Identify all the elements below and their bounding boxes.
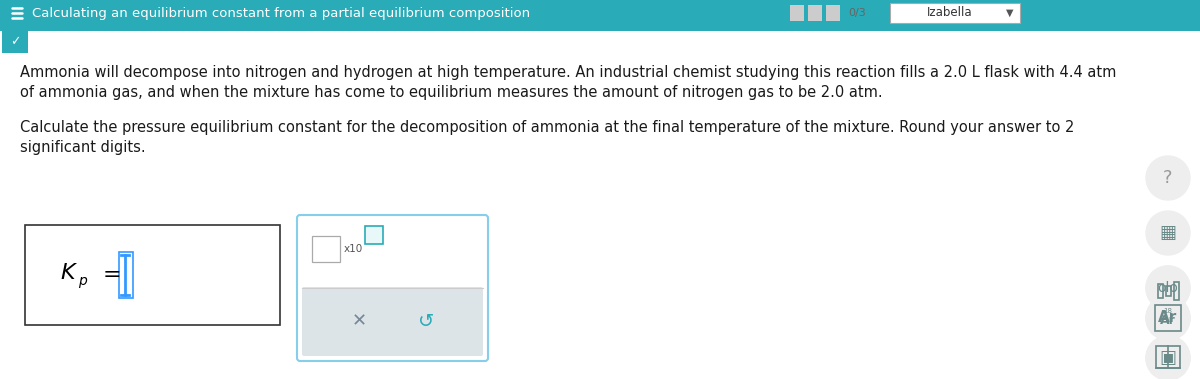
FancyBboxPatch shape (790, 5, 804, 21)
FancyBboxPatch shape (826, 5, 840, 21)
Text: $K$: $K$ (60, 263, 78, 283)
Text: Ar: Ar (1160, 313, 1176, 326)
Text: ?: ? (1163, 169, 1172, 187)
FancyBboxPatch shape (302, 287, 482, 356)
Text: ▣: ▣ (1159, 349, 1176, 367)
FancyBboxPatch shape (808, 5, 822, 21)
Text: x10: x10 (344, 244, 364, 254)
Text: ✕: ✕ (352, 313, 367, 330)
Text: Calculating an equilibrium constant from a partial equilibrium composition: Calculating an equilibrium constant from… (32, 6, 530, 19)
FancyBboxPatch shape (0, 0, 1200, 26)
FancyBboxPatch shape (2, 31, 28, 53)
FancyBboxPatch shape (365, 226, 383, 244)
FancyBboxPatch shape (0, 26, 1200, 31)
Text: olo: olo (1158, 281, 1178, 295)
Text: Ammonia will decompose into nitrogen and hydrogen at high temperature. An indust: Ammonia will decompose into nitrogen and… (20, 65, 1116, 80)
Text: Calculate the pressure equilibrium constant for the decomposition of ammonia at : Calculate the pressure equilibrium const… (20, 120, 1074, 135)
Text: ✓: ✓ (10, 36, 20, 49)
Text: ↺: ↺ (418, 312, 434, 331)
Circle shape (1146, 266, 1190, 310)
Circle shape (1146, 156, 1190, 200)
FancyBboxPatch shape (298, 215, 488, 361)
Circle shape (1146, 211, 1190, 255)
Text: of ammonia gas, and when the mixture has come to equilibrium measures the amount: of ammonia gas, and when the mixture has… (20, 85, 883, 100)
Circle shape (1146, 336, 1190, 379)
Text: $=$: $=$ (98, 263, 120, 283)
Circle shape (1146, 296, 1190, 340)
Circle shape (1146, 296, 1190, 340)
FancyBboxPatch shape (312, 236, 340, 262)
Text: Ar: Ar (1158, 310, 1177, 326)
Text: ▼: ▼ (1007, 8, 1014, 18)
Circle shape (1146, 266, 1190, 310)
FancyBboxPatch shape (890, 3, 1020, 23)
Text: 0/3: 0/3 (848, 8, 865, 18)
Text: $p$: $p$ (78, 276, 89, 290)
Text: Izabella: Izabella (928, 6, 973, 19)
Text: significant digits.: significant digits. (20, 140, 145, 155)
Text: ▦: ▦ (1159, 224, 1176, 242)
Text: 18: 18 (1164, 308, 1172, 314)
Circle shape (1146, 336, 1190, 379)
FancyBboxPatch shape (25, 225, 280, 325)
